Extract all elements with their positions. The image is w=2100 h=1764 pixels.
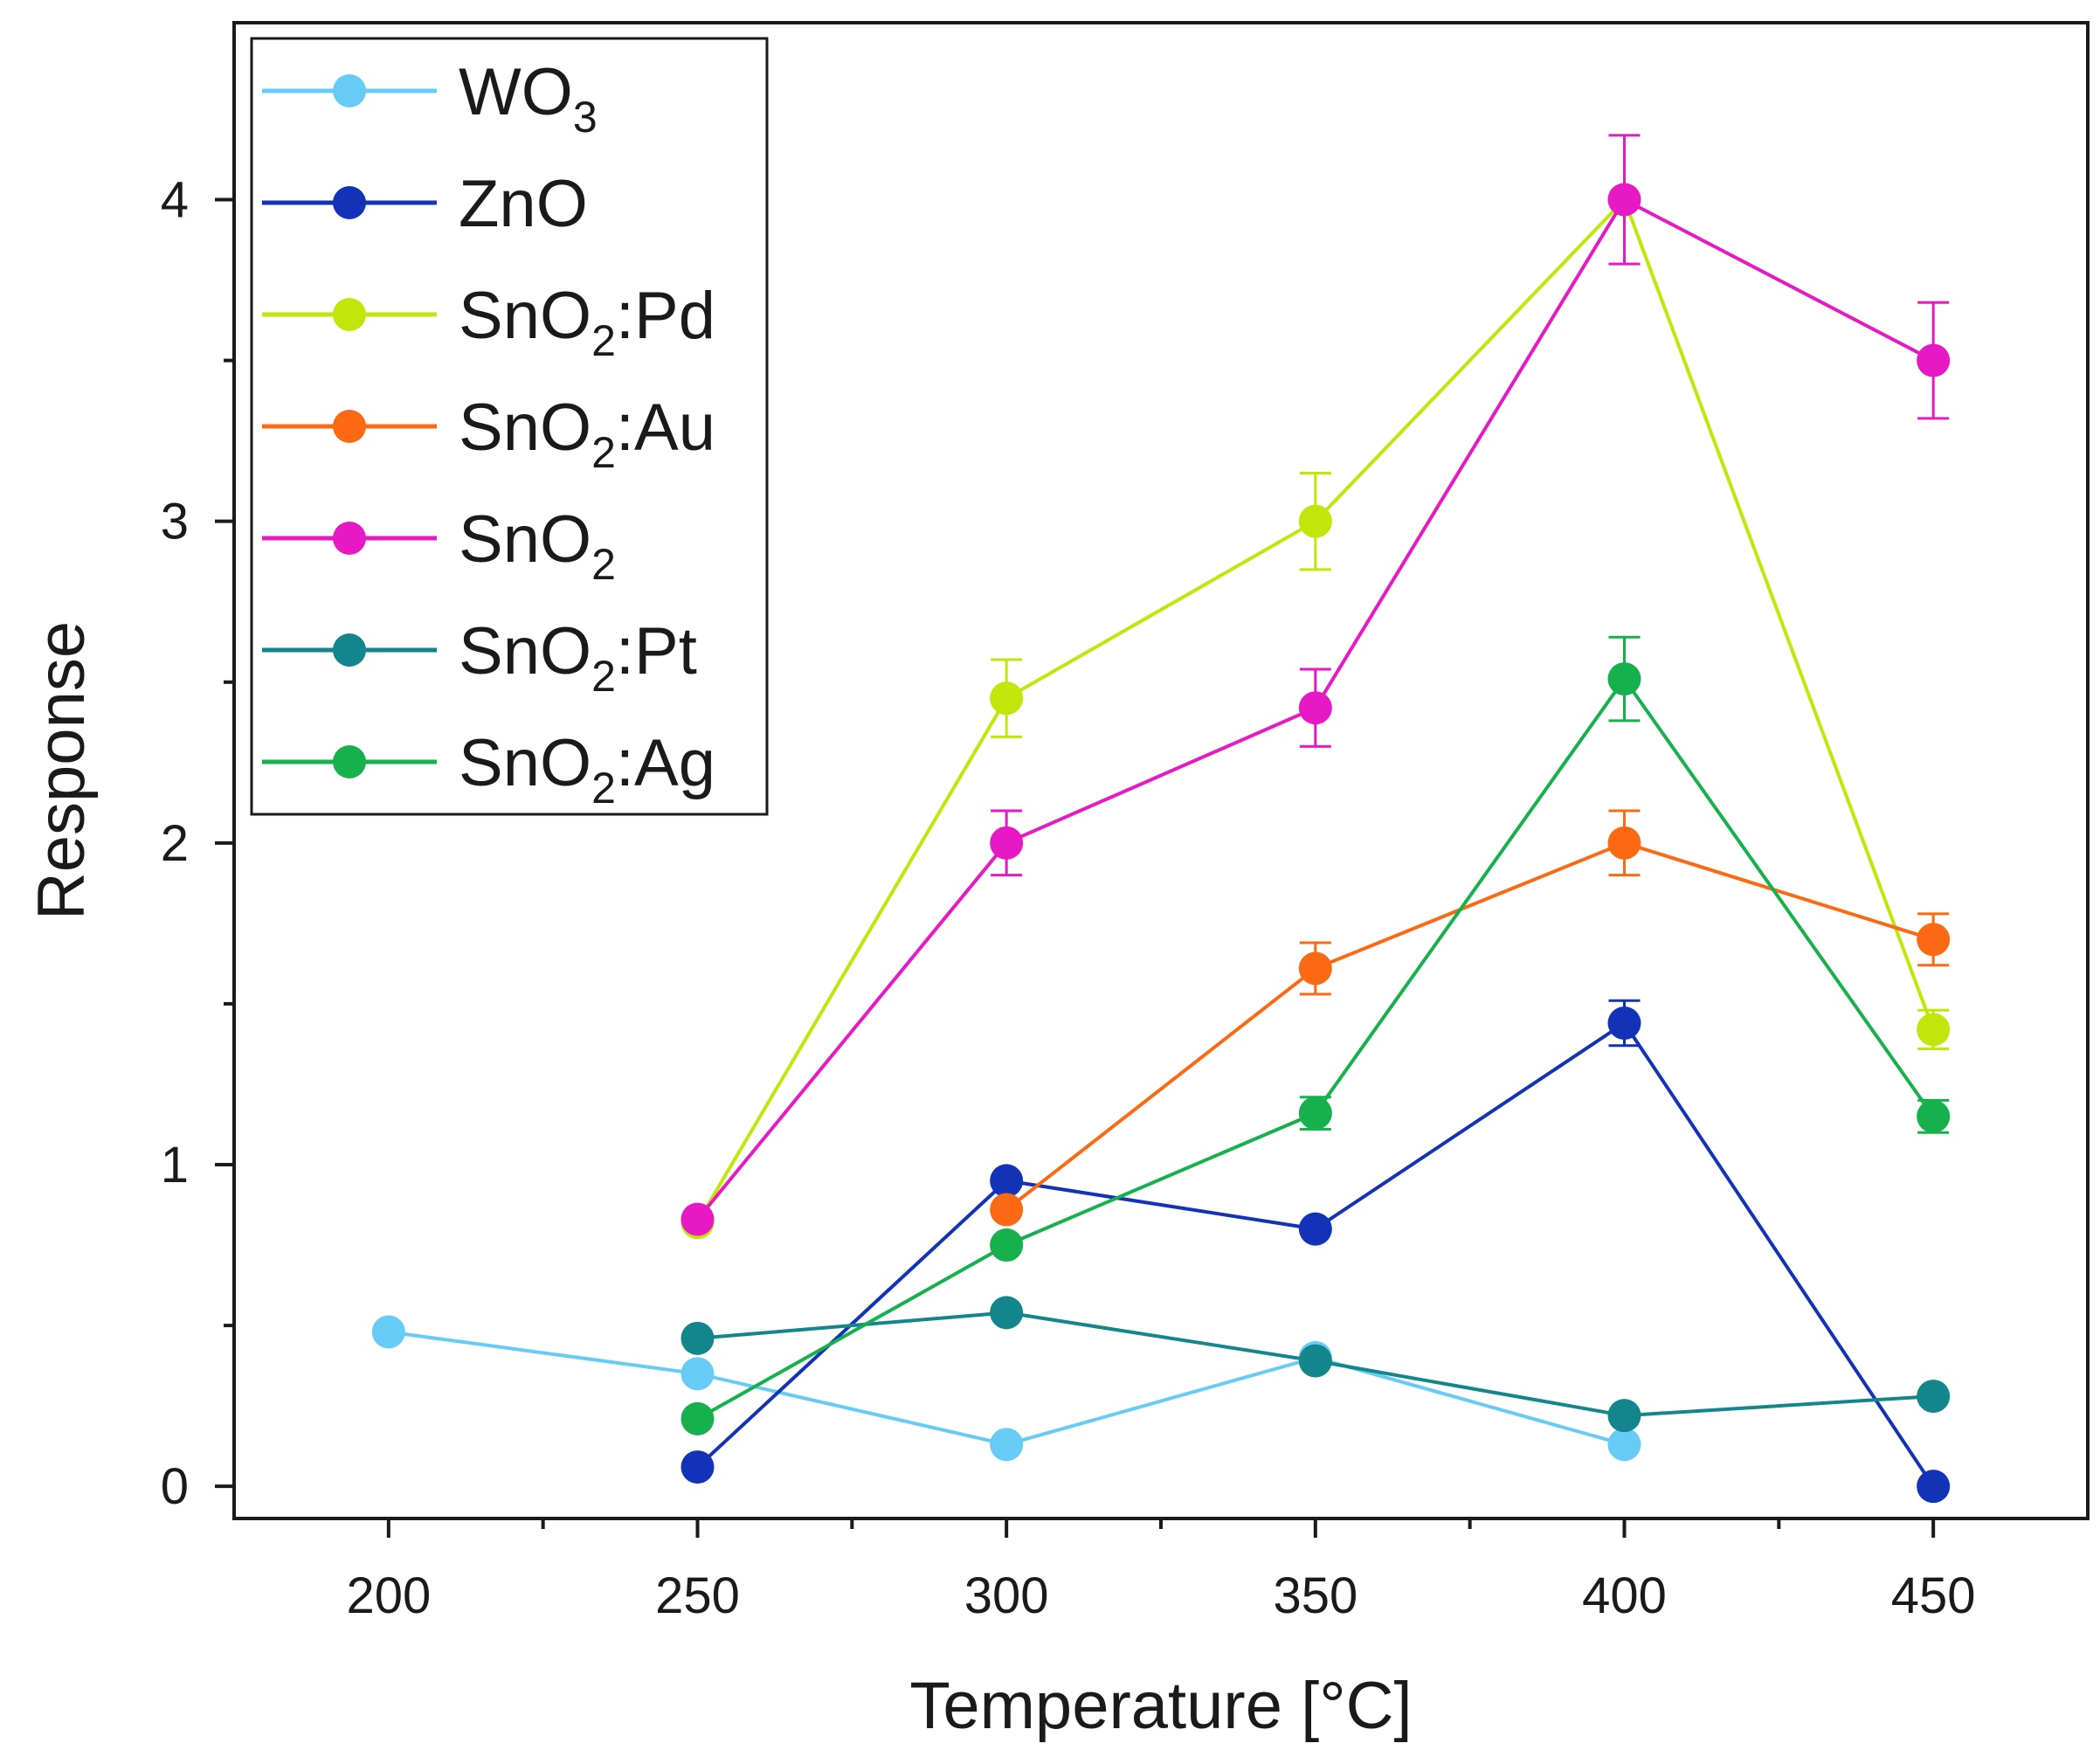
legend-label: ZnO — [459, 167, 588, 241]
legend-entry: ZnO — [262, 167, 588, 241]
data-point — [1917, 1013, 1951, 1047]
legend-entry: SnO2 — [262, 502, 616, 589]
data-point — [1298, 1212, 1332, 1246]
series-line — [388, 1330, 1626, 1447]
data-series — [371, 134, 1951, 1504]
data-point — [680, 1450, 715, 1484]
x-tick-label: 250 — [655, 1567, 740, 1624]
legend-label: SnO2:Au — [459, 391, 715, 477]
y-tick-label: 3 — [161, 494, 189, 550]
data-point — [1917, 1099, 1951, 1133]
y-axis-title: Response — [24, 621, 99, 920]
data-point — [990, 1164, 1024, 1198]
data-point — [990, 1228, 1024, 1262]
legend-entry: SnO2:Pd — [262, 279, 715, 365]
x-tick-label: 350 — [1273, 1567, 1357, 1624]
data-point — [1607, 1007, 1641, 1041]
x-tick-label: 300 — [964, 1567, 1049, 1624]
data-point — [1917, 1470, 1951, 1504]
series-line — [1005, 840, 1934, 1212]
series-SnO2:Au — [990, 809, 1951, 1227]
y-tick-label: 4 — [161, 171, 189, 228]
legend-marker — [333, 186, 366, 219]
legend-label: SnO2:Ag — [459, 726, 715, 813]
data-point — [1917, 343, 1951, 377]
data-point — [680, 1401, 715, 1435]
legend-marker — [333, 410, 366, 443]
data-point — [1298, 504, 1332, 538]
series-SnO2 — [680, 134, 1951, 1236]
data-point — [680, 1321, 715, 1355]
data-point — [1298, 691, 1332, 725]
data-point — [1298, 951, 1332, 986]
legend-label: WO3 — [459, 55, 598, 142]
series-SnO2:Ag — [680, 635, 1951, 1435]
axis-ticks: 200 250 300 350 400 450 0 1 2 3 4 — [161, 171, 1976, 1624]
data-point — [990, 681, 1024, 716]
series-ZnO — [680, 999, 1951, 1504]
legend-marker — [333, 522, 366, 555]
y-tick-label: 1 — [161, 1137, 189, 1193]
x-tick-label: 450 — [1891, 1567, 1976, 1624]
legend-label: SnO2:Pd — [459, 279, 715, 365]
data-point — [1607, 662, 1641, 696]
data-point — [371, 1315, 405, 1349]
data-point — [990, 1296, 1024, 1330]
data-point — [1917, 1380, 1951, 1414]
data-point — [990, 1193, 1024, 1227]
data-point — [1298, 1344, 1332, 1378]
legend: WO3 ZnO SnO2:Pd SnO2:Au SnO2 SnO2:Pt SnO2:Ag — [250, 37, 769, 816]
series-WO3 — [371, 1315, 1641, 1462]
data-point — [1607, 1399, 1641, 1433]
data-point — [1607, 183, 1641, 217]
series-SnO2:Pt — [680, 1296, 1951, 1433]
legend-marker — [333, 298, 366, 331]
data-point — [1607, 1428, 1641, 1462]
legend-entry: SnO2:Pt — [262, 614, 697, 701]
legend-marker — [333, 633, 366, 667]
y-tick-label: 0 — [161, 1458, 189, 1515]
data-point — [680, 1357, 715, 1391]
x-tick-label: 200 — [346, 1567, 431, 1624]
legend-entry: SnO2:Ag — [262, 726, 715, 813]
data-point — [990, 1428, 1024, 1462]
y-tick-label: 2 — [161, 815, 189, 872]
x-tick-label: 400 — [1582, 1567, 1667, 1624]
legend-label: SnO2:Pt — [459, 614, 697, 701]
legend-label: SnO2 — [459, 502, 616, 589]
data-point — [990, 826, 1024, 860]
legend-entry: WO3 — [262, 55, 598, 142]
x-axis-title: Temperature [°C] — [909, 1669, 1412, 1743]
legend-marker — [333, 745, 366, 778]
data-point — [680, 1202, 715, 1236]
series-line — [696, 677, 1935, 1421]
data-point — [1917, 923, 1951, 957]
data-point — [1607, 826, 1641, 860]
data-point — [1298, 1096, 1332, 1131]
legend-marker — [333, 74, 366, 107]
legend-entry: SnO2:Au — [262, 391, 715, 477]
